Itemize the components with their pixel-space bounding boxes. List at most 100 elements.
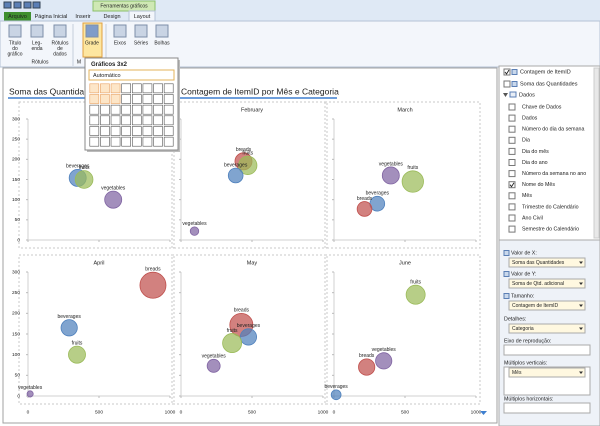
dropdown-arrow[interactable] bbox=[579, 282, 583, 286]
quick-access-icon[interactable] bbox=[23, 1, 32, 9]
grid-cell[interactable] bbox=[100, 83, 110, 94]
bubble[interactable] bbox=[74, 170, 94, 189]
grid-cell[interactable] bbox=[121, 94, 132, 104]
grid-cell[interactable] bbox=[142, 136, 153, 147]
grid-cell[interactable] bbox=[121, 104, 132, 115]
checkbox[interactable] bbox=[508, 159, 516, 166]
dropdown-arrow[interactable] bbox=[579, 327, 583, 331]
grid-cell[interactable] bbox=[100, 104, 110, 115]
expand-arrow[interactable] bbox=[503, 93, 508, 97]
grid-cell[interactable] bbox=[153, 94, 163, 104]
checkbox[interactable] bbox=[508, 147, 516, 155]
grid-cell[interactable] bbox=[142, 94, 153, 104]
ribbon-tab[interactable]: Arquivo bbox=[8, 14, 27, 20]
ribbon-button-label[interactable]: Bolhas bbox=[154, 40, 170, 46]
ribbon-button-icon[interactable] bbox=[134, 24, 148, 38]
checkbox[interactable] bbox=[508, 225, 516, 233]
grid-cell[interactable] bbox=[89, 136, 100, 147]
checkbox[interactable] bbox=[508, 214, 516, 222]
grid-cell[interactable] bbox=[142, 83, 153, 94]
grid-cell[interactable] bbox=[153, 115, 163, 126]
ribbon-button-icon[interactable] bbox=[85, 24, 99, 38]
grid-cell[interactable] bbox=[121, 136, 132, 147]
grid-cell[interactable] bbox=[89, 94, 100, 104]
well-value[interactable]: Soma de Qtd. adicional bbox=[512, 281, 564, 287]
quick-access-icon[interactable] bbox=[32, 1, 41, 9]
ribbon-button-label[interactable]: dados bbox=[53, 51, 67, 57]
bubble[interactable] bbox=[206, 358, 221, 373]
well-dropdown[interactable] bbox=[508, 367, 586, 378]
grid-cell[interactable] bbox=[153, 136, 163, 147]
grid-cell[interactable] bbox=[89, 126, 100, 136]
ribbon-tab[interactable]: Página Inicial bbox=[35, 14, 68, 20]
bubble[interactable] bbox=[401, 170, 424, 193]
bubble[interactable] bbox=[381, 166, 400, 185]
grid-cell[interactable] bbox=[142, 104, 153, 115]
bubble[interactable] bbox=[239, 328, 258, 346]
checkbox[interactable] bbox=[508, 203, 516, 211]
grid-cell[interactable] bbox=[132, 126, 142, 136]
well-empty[interactable] bbox=[503, 344, 591, 356]
ribbon-button-label[interactable]: Leg- bbox=[32, 40, 42, 46]
bubble[interactable] bbox=[104, 190, 123, 209]
checkbox[interactable] bbox=[508, 114, 516, 122]
grid-cell[interactable] bbox=[100, 94, 110, 104]
checkbox[interactable] bbox=[508, 136, 516, 144]
field-label[interactable]: Dia do mês bbox=[522, 149, 549, 155]
dropdown-arrow[interactable] bbox=[579, 371, 583, 375]
grid-cell[interactable] bbox=[163, 94, 174, 104]
ribbon-button-label[interactable]: do bbox=[12, 46, 18, 52]
grid-cell[interactable] bbox=[100, 126, 110, 136]
grid-cell[interactable] bbox=[89, 83, 100, 94]
ribbon-button-icon[interactable] bbox=[30, 24, 44, 38]
bubble[interactable] bbox=[189, 226, 200, 236]
grid-cell[interactable] bbox=[132, 136, 142, 147]
grid-cell[interactable] bbox=[110, 104, 121, 115]
grid-cell[interactable] bbox=[100, 136, 110, 147]
grid-cell[interactable] bbox=[121, 126, 132, 136]
checkbox[interactable] bbox=[508, 103, 516, 111]
bubble[interactable] bbox=[26, 390, 34, 398]
grid-cell[interactable] bbox=[132, 83, 142, 94]
grid-cell[interactable] bbox=[110, 115, 121, 126]
ribbon-tab[interactable]: Inserir bbox=[75, 14, 90, 20]
ribbon-button-label[interactable]: gráfico bbox=[7, 51, 22, 57]
quick-access-icon[interactable] bbox=[3, 1, 12, 9]
grid-cell[interactable] bbox=[132, 104, 142, 115]
bubble[interactable] bbox=[227, 167, 244, 184]
grid-cell[interactable] bbox=[153, 83, 163, 94]
grid-cell[interactable] bbox=[121, 83, 132, 94]
checkbox[interactable] bbox=[503, 80, 511, 88]
dropdown-arrow[interactable] bbox=[579, 304, 583, 308]
bubble[interactable] bbox=[139, 271, 167, 299]
grid-cell[interactable] bbox=[142, 126, 153, 136]
table-label[interactable]: Dados bbox=[519, 92, 535, 98]
dropdown-arrow[interactable] bbox=[579, 261, 583, 265]
well-empty[interactable] bbox=[503, 402, 591, 414]
field-label[interactable]: Chave de Dados bbox=[522, 104, 562, 110]
grid-cell[interactable] bbox=[163, 104, 174, 115]
ribbon-button-icon[interactable] bbox=[53, 24, 67, 38]
checkbox[interactable] bbox=[508, 170, 516, 178]
field-label[interactable]: Nome do Mês bbox=[522, 182, 555, 188]
bubble[interactable] bbox=[375, 352, 393, 370]
well-dropdown[interactable] bbox=[508, 278, 586, 289]
well-dropdown[interactable] bbox=[508, 300, 586, 311]
ribbon-button-label[interactable]: Rótulos bbox=[52, 40, 69, 46]
field-label[interactable]: Dia bbox=[522, 138, 530, 144]
auto-option[interactable] bbox=[88, 69, 175, 81]
bubble[interactable] bbox=[405, 284, 426, 305]
bubble[interactable] bbox=[68, 345, 86, 364]
well-value[interactable]: Soma das Quantidades bbox=[512, 260, 565, 266]
well-dropdown[interactable] bbox=[508, 257, 586, 268]
field-label[interactable]: Semestre do Calendário bbox=[522, 227, 579, 233]
grid-cell[interactable] bbox=[163, 136, 174, 147]
bubble[interactable] bbox=[238, 155, 258, 175]
grid-cell[interactable] bbox=[89, 115, 100, 126]
field-label[interactable]: Dados bbox=[522, 116, 538, 122]
field-label[interactable]: Número do dia da semana bbox=[522, 127, 584, 133]
grid-cell[interactable] bbox=[100, 115, 110, 126]
scroll-arrow[interactable] bbox=[480, 411, 487, 415]
field-label[interactable]: Mês bbox=[522, 193, 532, 199]
field-label[interactable]: Ano Civil bbox=[522, 215, 543, 221]
